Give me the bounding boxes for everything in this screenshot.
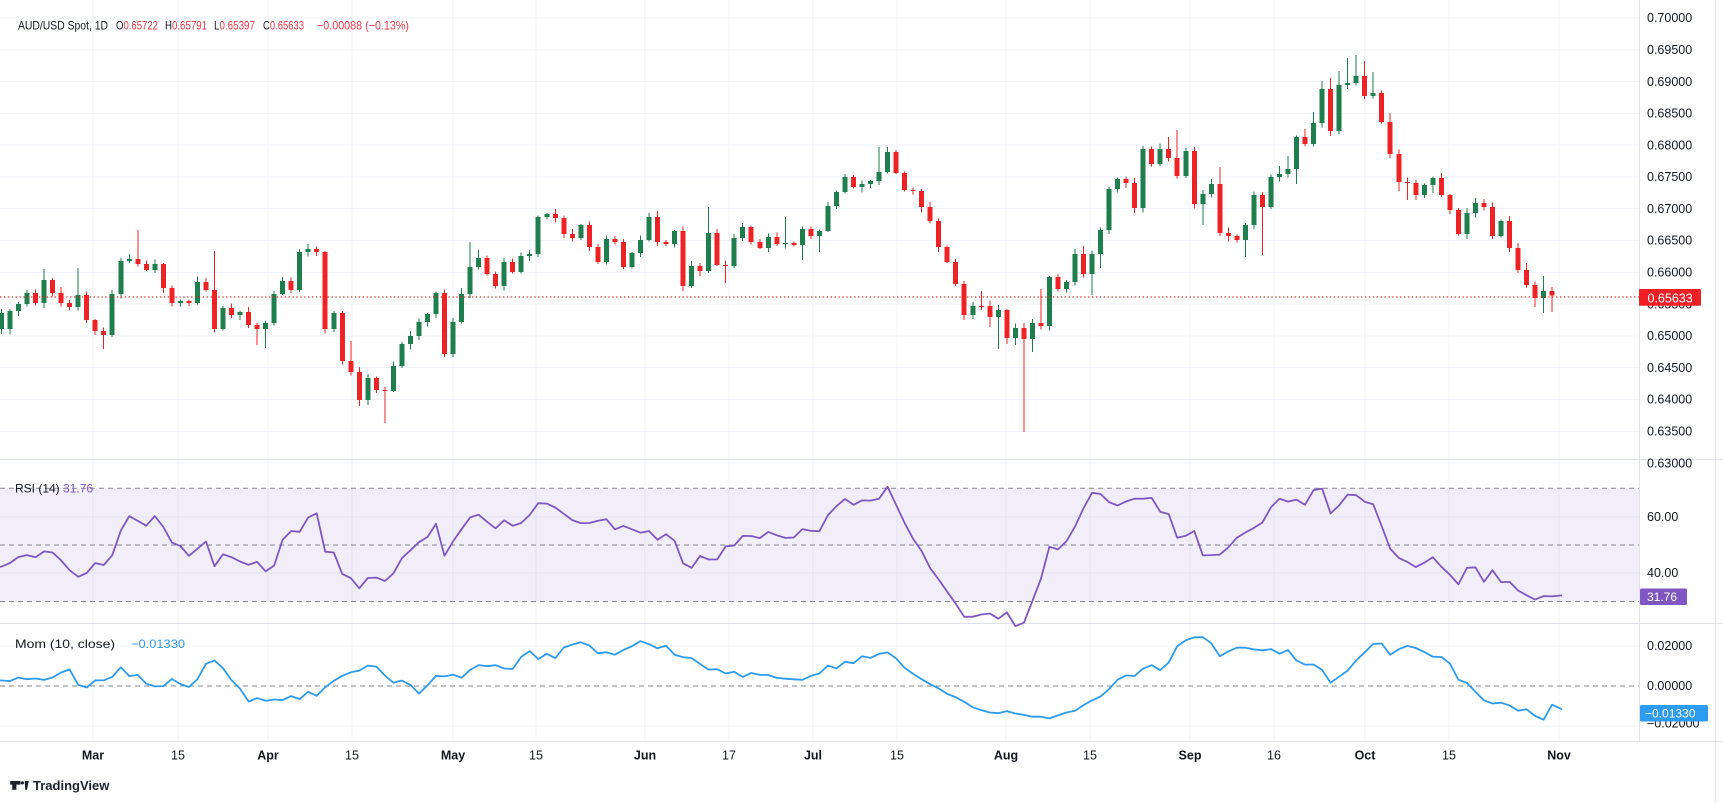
svg-text:15: 15 bbox=[529, 749, 543, 763]
svg-text:−0.01330: −0.01330 bbox=[131, 637, 185, 651]
svg-text:15: 15 bbox=[1442, 749, 1456, 763]
svg-text:TradingView: TradingView bbox=[33, 778, 110, 793]
svg-text:15: 15 bbox=[890, 749, 904, 763]
svg-text:0.68500: 0.68500 bbox=[1647, 107, 1692, 121]
svg-text:RSI (14) 31.76: RSI (14) 31.76 bbox=[15, 482, 93, 496]
svg-text:15: 15 bbox=[171, 749, 185, 763]
svg-text:0.69000: 0.69000 bbox=[1647, 75, 1692, 89]
svg-text:0.67500: 0.67500 bbox=[1647, 170, 1692, 184]
svg-text:0.64500: 0.64500 bbox=[1647, 361, 1692, 375]
svg-text:Apr: Apr bbox=[257, 749, 279, 763]
svg-text:C0.65633: C0.65633 bbox=[263, 19, 304, 33]
svg-text:0.66500: 0.66500 bbox=[1647, 234, 1692, 248]
svg-text:0.65000: 0.65000 bbox=[1647, 329, 1692, 343]
svg-text:Jun: Jun bbox=[634, 749, 656, 763]
svg-text:Jul: Jul bbox=[804, 749, 822, 763]
svg-text:Sep: Sep bbox=[1179, 749, 1202, 763]
svg-text:16: 16 bbox=[1267, 749, 1281, 763]
svg-text:15: 15 bbox=[1083, 749, 1097, 763]
svg-text:0.63500: 0.63500 bbox=[1647, 425, 1692, 439]
svg-text:0.63000: 0.63000 bbox=[1647, 456, 1692, 470]
svg-text:Aug: Aug bbox=[994, 749, 1018, 763]
svg-text:0.67000: 0.67000 bbox=[1647, 202, 1692, 216]
svg-text:17: 17 bbox=[722, 749, 736, 763]
svg-text:O0.65722: O0.65722 bbox=[116, 19, 158, 33]
svg-text:0.02000: 0.02000 bbox=[1647, 639, 1692, 653]
svg-text:−0.01330: −0.01330 bbox=[1645, 706, 1696, 720]
svg-text:0.70000: 0.70000 bbox=[1647, 11, 1692, 25]
svg-text:Mar: Mar bbox=[82, 749, 104, 763]
svg-text:May: May bbox=[441, 749, 465, 763]
svg-text:0.69500: 0.69500 bbox=[1647, 43, 1692, 57]
svg-text:−0.00088 (−0.13%): −0.00088 (−0.13%) bbox=[317, 19, 409, 33]
svg-text:15: 15 bbox=[345, 749, 359, 763]
svg-text:H0.65791: H0.65791 bbox=[165, 19, 207, 33]
svg-text:0.68000: 0.68000 bbox=[1647, 138, 1692, 152]
svg-text:Nov: Nov bbox=[1547, 749, 1571, 763]
svg-text:0.00000: 0.00000 bbox=[1647, 679, 1692, 693]
svg-text:AUD/USD Spot, 1D: AUD/USD Spot, 1D bbox=[18, 19, 108, 33]
svg-text:40.00: 40.00 bbox=[1647, 566, 1678, 580]
svg-text:0.64000: 0.64000 bbox=[1647, 393, 1692, 407]
svg-text:Oct: Oct bbox=[1355, 749, 1377, 763]
svg-text:60.00: 60.00 bbox=[1647, 510, 1678, 524]
svg-text:0.65633: 0.65633 bbox=[1648, 291, 1693, 305]
svg-text:31.76: 31.76 bbox=[1647, 590, 1677, 604]
svg-text:Mom (10, close): Mom (10, close) bbox=[15, 637, 115, 651]
svg-text:L0.65397: L0.65397 bbox=[214, 19, 255, 33]
svg-text:0.66000: 0.66000 bbox=[1647, 266, 1692, 280]
